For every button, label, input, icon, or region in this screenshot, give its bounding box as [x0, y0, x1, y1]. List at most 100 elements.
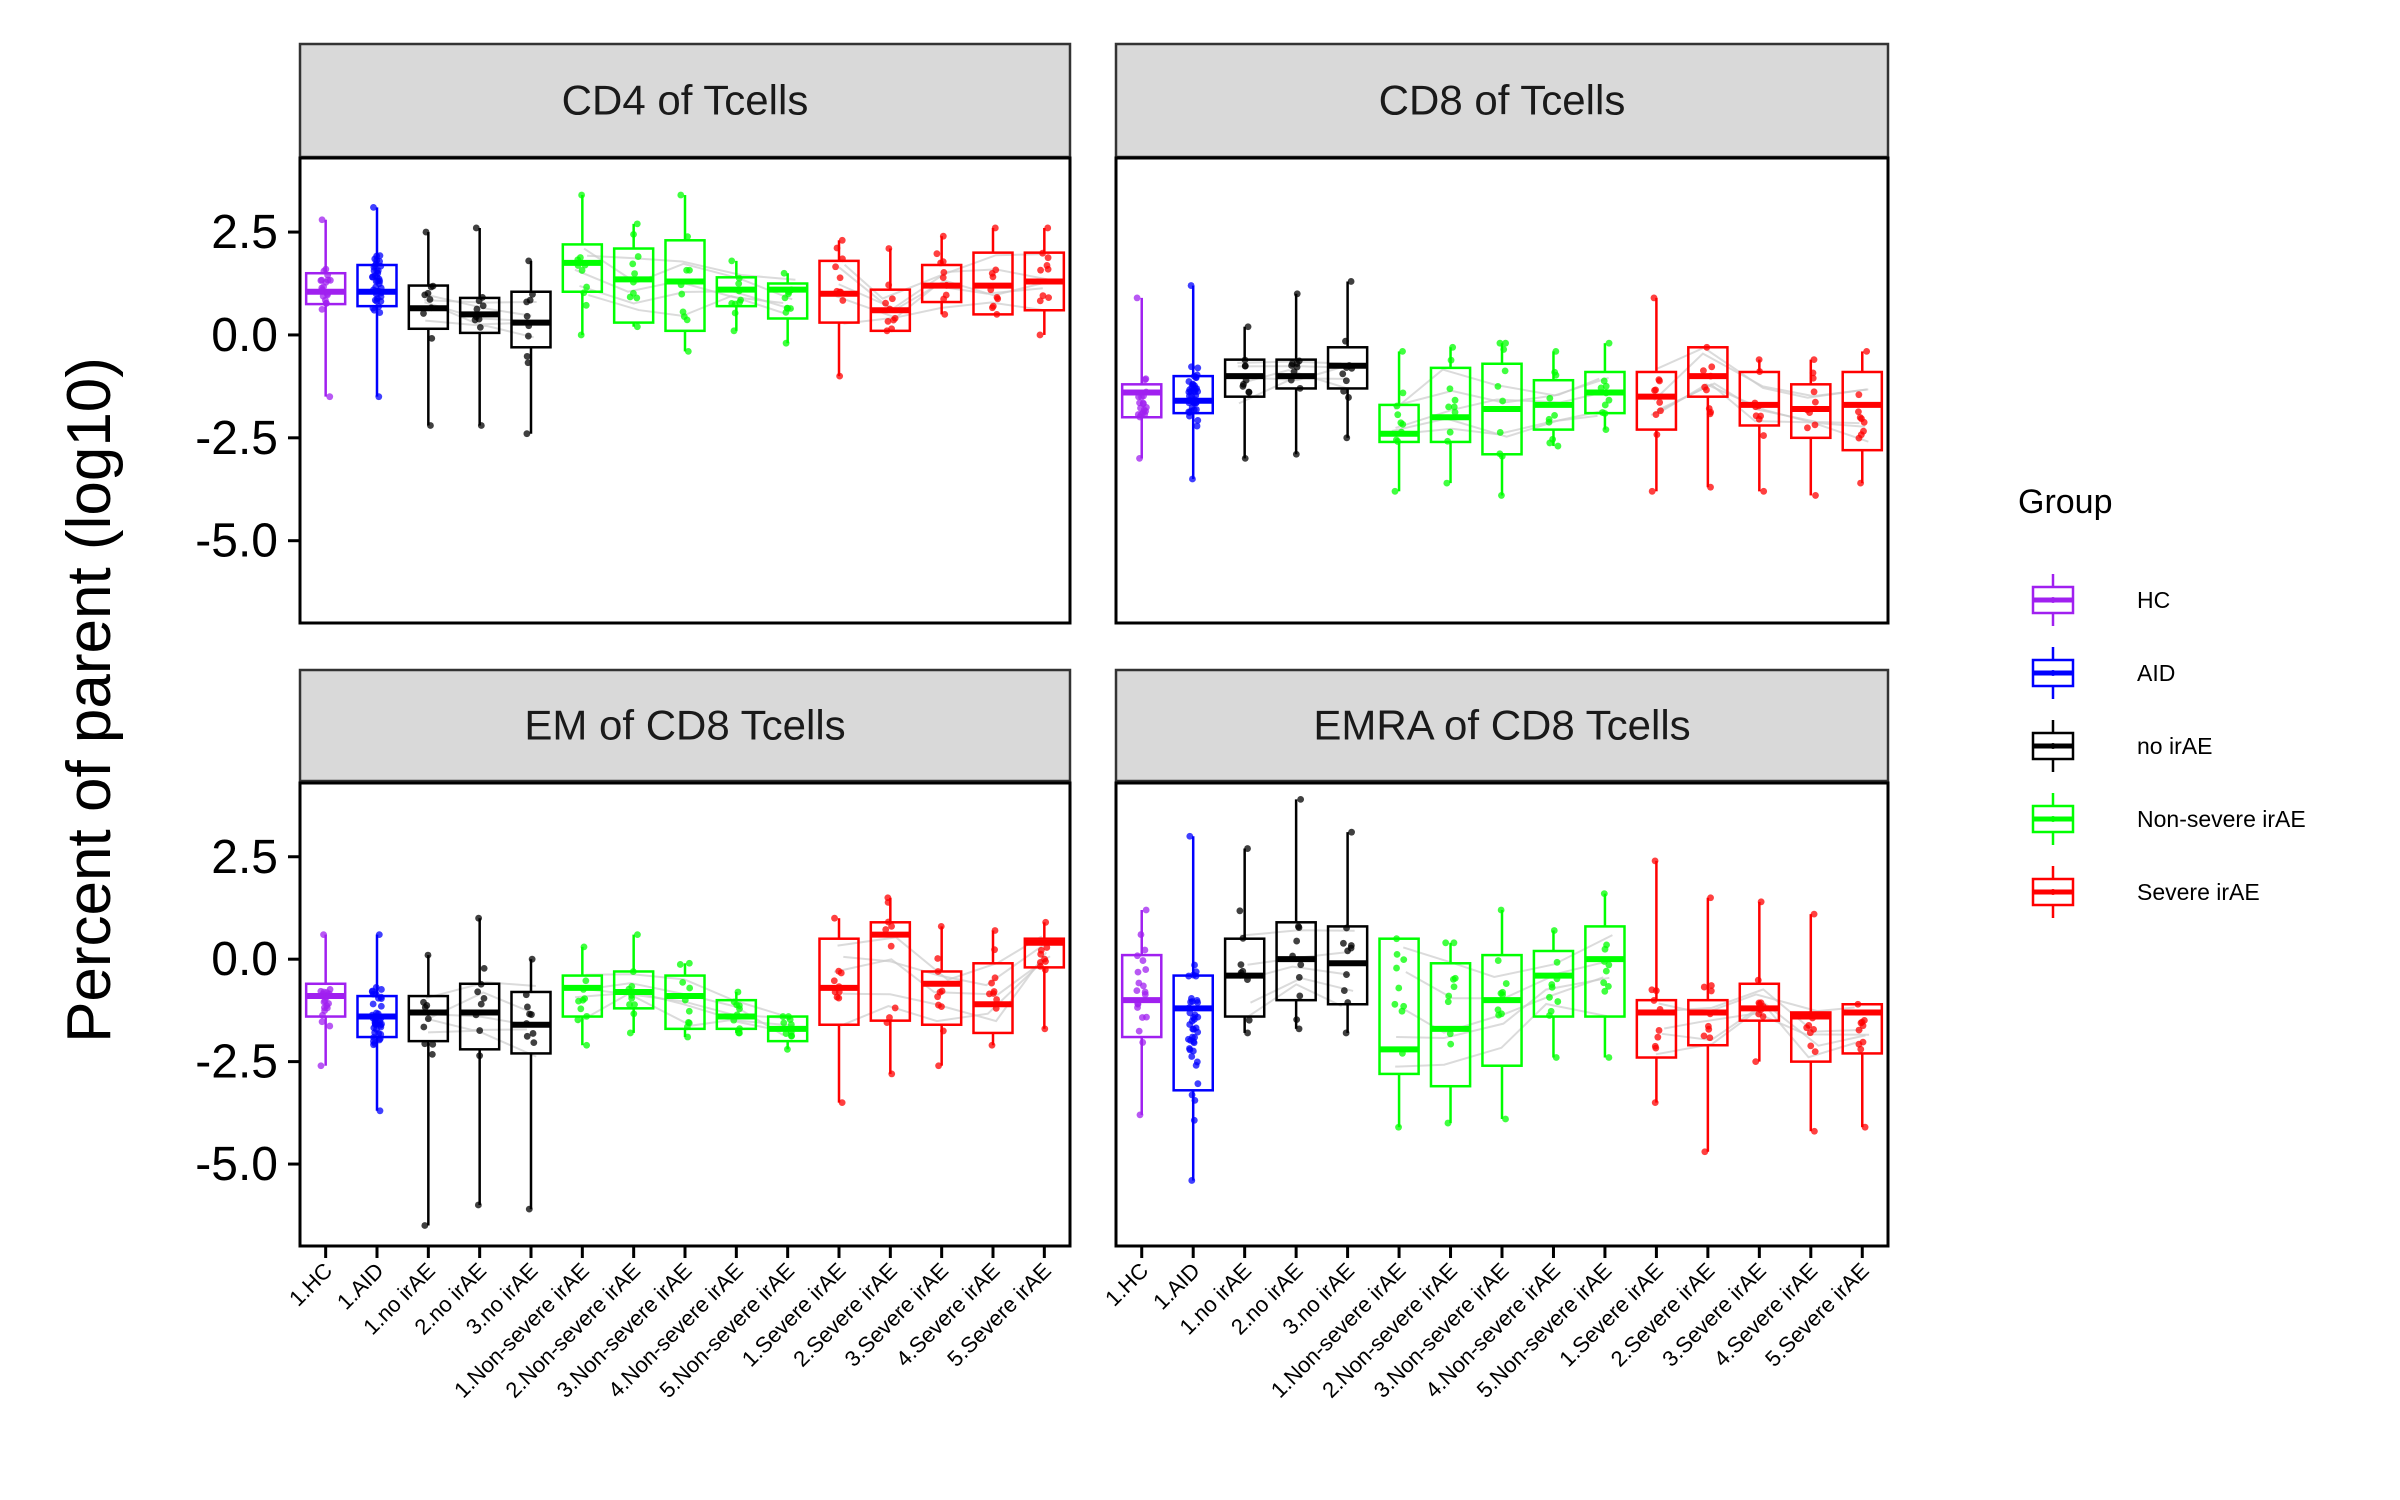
data-point: [1190, 1014, 1197, 1021]
panel-border: [298, 156, 1072, 625]
data-point: [1141, 991, 1149, 998]
data-point: [525, 1205, 533, 1213]
data-point: [1451, 396, 1459, 404]
data-point: [683, 266, 691, 274]
data-point: [424, 951, 432, 959]
data-point: [1549, 435, 1557, 443]
data-point: [1810, 910, 1818, 918]
box-2.no irAE: [1275, 795, 1317, 1033]
x-tick-label: 1.HC: [1100, 1258, 1153, 1311]
data-point: [1041, 955, 1048, 963]
data-point: [427, 304, 435, 312]
box-1.AID: [356, 931, 398, 1115]
data-point: [685, 959, 693, 967]
data-point: [1601, 945, 1609, 953]
box-2.Severe irAE: [869, 245, 912, 335]
paired-line: [1661, 1002, 1866, 1047]
data-point: [377, 993, 385, 1001]
data-point: [1602, 382, 1610, 390]
data-point: [1600, 979, 1608, 987]
data-point: [429, 1040, 437, 1048]
panel-border: [1114, 156, 1890, 625]
data-point: [991, 974, 999, 982]
data-point: [523, 1032, 531, 1040]
data-point: [1239, 934, 1247, 942]
data-point: [1806, 1029, 1814, 1037]
data-point: [1650, 294, 1658, 302]
data-point: [1550, 927, 1558, 934]
y-tick-label: 2.5: [211, 206, 278, 259]
data-point: [633, 294, 641, 302]
box-2.Severe irAE: [869, 894, 912, 1078]
data-point: [1039, 292, 1047, 300]
data-point: [1237, 969, 1245, 977]
data-point: [1394, 438, 1402, 445]
y-tick-label: -5.0: [195, 1138, 278, 1191]
data-point: [369, 1000, 377, 1008]
data-point: [376, 252, 384, 259]
data-point: [529, 1030, 537, 1037]
box-iqr: [1635, 370, 1678, 431]
legend-title: Group: [2018, 483, 2113, 521]
data-point: [529, 290, 536, 298]
paired-line: [1244, 983, 1343, 1020]
data-point: [583, 1041, 591, 1049]
facet-title: CD8 of Tcells: [1379, 77, 1626, 124]
data-point: [429, 282, 437, 290]
data-point: [1194, 416, 1202, 424]
data-point: [1189, 971, 1197, 979]
data-point: [1044, 224, 1052, 232]
box-iqr: [1429, 962, 1472, 1088]
data-point: [1655, 1027, 1663, 1034]
data-point: [785, 288, 793, 296]
facet-title: EM of CD8 Tcells: [524, 702, 845, 749]
data-point: [784, 1045, 791, 1053]
data-point: [1447, 1040, 1455, 1048]
data-point: [1759, 1013, 1767, 1020]
data-point: [1134, 999, 1142, 1007]
data-point: [1399, 389, 1407, 397]
data-point: [474, 988, 482, 996]
data-point: [426, 296, 434, 303]
data-point: [941, 310, 949, 318]
box-2.Severe irAE: [1687, 894, 1729, 1156]
data-point: [888, 922, 895, 930]
data-point: [1186, 832, 1194, 840]
data-point: [1296, 992, 1304, 1000]
legend-key-point: [2050, 743, 2056, 749]
data-point: [934, 955, 942, 962]
facet-title: CD4 of Tcells: [562, 77, 809, 124]
data-point: [420, 998, 427, 1006]
plot-area: [1116, 158, 1888, 623]
data-point: [1348, 828, 1355, 836]
data-point: [1605, 339, 1613, 347]
data-point: [378, 986, 385, 993]
data-point: [1287, 376, 1295, 384]
data-point: [1188, 1053, 1196, 1060]
data-point: [1601, 401, 1609, 409]
box-5.Non-severe irAE: [766, 1013, 809, 1053]
y-tick-label: -5.0: [195, 515, 278, 568]
data-point: [1194, 1080, 1202, 1088]
data-point: [1605, 396, 1613, 404]
y-tick-label: 2.5: [211, 831, 278, 884]
box-1.Non-severe irAE: [561, 191, 604, 339]
box-3.Non-severe irAE: [664, 191, 706, 355]
box-5.Severe irAE: [1023, 918, 1066, 1033]
data-point: [375, 931, 383, 939]
data-point: [1295, 973, 1303, 981]
data-point: [583, 1012, 591, 1020]
data-point: [993, 996, 1001, 1003]
data-point: [1189, 1033, 1196, 1041]
data-point: [885, 245, 893, 252]
data-point: [883, 1019, 891, 1026]
data-point: [631, 270, 638, 277]
box-iqr: [1687, 998, 1729, 1047]
data-point: [1393, 950, 1401, 958]
box-1.AID: [1172, 832, 1215, 1184]
data-point: [1605, 982, 1612, 990]
data-point: [988, 269, 996, 277]
data-point: [782, 1030, 790, 1038]
data-point: [1707, 987, 1715, 995]
